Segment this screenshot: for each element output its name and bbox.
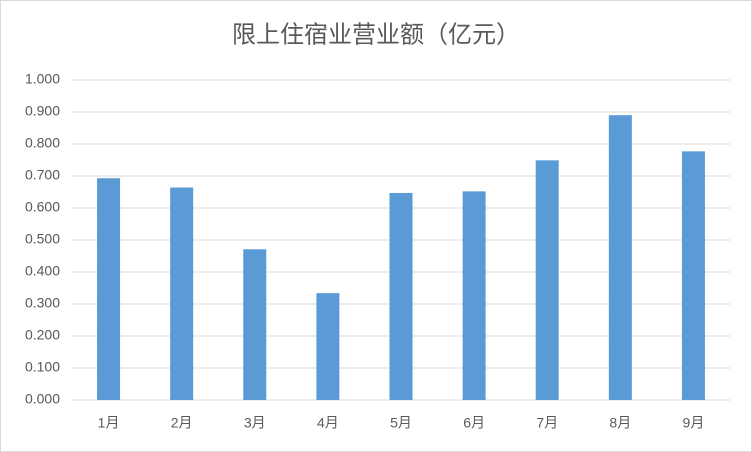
y-tick-label: 0.000	[25, 391, 60, 407]
y-tick-label: 0.400	[25, 263, 60, 279]
x-tick-label: 7月	[536, 415, 558, 431]
x-tick-label: 1月	[98, 415, 120, 431]
y-tick-label: 0.100	[25, 359, 60, 375]
bar	[243, 249, 267, 400]
y-tick-label: 0.900	[25, 103, 60, 119]
y-tick-label: 0.200	[25, 327, 60, 343]
x-tick-label: 4月	[317, 415, 339, 431]
chart-title: 限上住宿业营业额（亿元）	[232, 21, 520, 48]
x-tick-label: 5月	[390, 415, 412, 431]
bar	[97, 178, 121, 400]
bar	[608, 115, 632, 400]
x-tick-label: 6月	[463, 415, 485, 431]
bar	[170, 187, 194, 400]
x-tick-label: 9月	[683, 415, 705, 431]
x-tick-label: 8月	[609, 415, 631, 431]
bar	[389, 192, 413, 400]
y-tick-label: 0.600	[25, 199, 60, 215]
bar	[681, 151, 705, 400]
bar	[462, 191, 486, 400]
x-tick-label: 3月	[244, 415, 266, 431]
y-tick-label: 0.300	[25, 295, 60, 311]
x-tick-label: 2月	[171, 415, 193, 431]
bar	[316, 293, 340, 400]
bar	[535, 160, 559, 400]
y-tick-label: 0.800	[25, 135, 60, 151]
y-tick-label: 1.000	[25, 71, 60, 87]
y-tick-label: 0.700	[25, 167, 60, 183]
y-tick-label: 0.500	[25, 231, 60, 247]
